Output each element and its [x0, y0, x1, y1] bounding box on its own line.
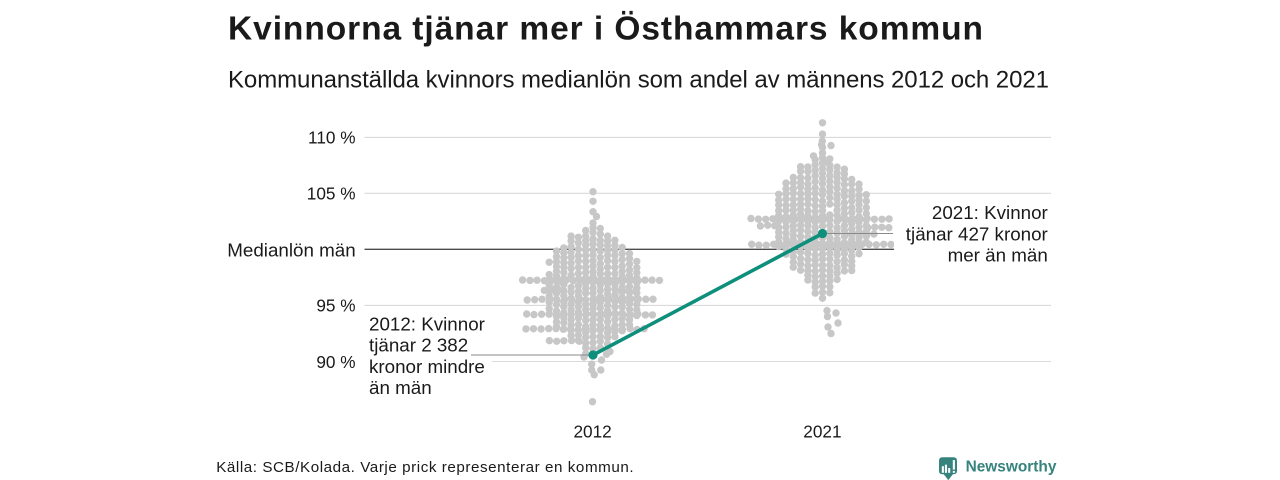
svg-text:95 %: 95 %	[316, 296, 355, 316]
svg-text:Kvinnorna tjänar mer i Östhamm: Kvinnorna tjänar mer i Östhammars kommun	[228, 10, 983, 47]
svg-text:2012: 2012	[573, 421, 611, 441]
svg-text:110 %: 110 %	[308, 128, 355, 148]
svg-text:Newsworthy: Newsworthy	[966, 458, 1057, 475]
svg-text:Källa: SCB/Kolada. Varje prick: Källa: SCB/Kolada. Varje prick represent…	[216, 459, 633, 476]
svg-text:tjänar 427 kronor: tjänar 427 kronor	[906, 223, 1048, 244]
svg-text:kronor mindre: kronor mindre	[369, 356, 485, 377]
svg-text:än män: än män	[369, 377, 432, 398]
svg-text:105 %: 105 %	[307, 184, 356, 204]
svg-text:90 %: 90 %	[316, 352, 355, 372]
svg-text:2012: Kvinnor: 2012: Kvinnor	[369, 314, 485, 335]
svg-text:2021: 2021	[803, 421, 841, 441]
svg-text:tjänar 2 382: tjänar 2 382	[369, 335, 468, 356]
svg-text:2021: Kvinnor: 2021: Kvinnor	[932, 202, 1048, 223]
svg-text:Kommunanställda kvinnors media: Kommunanställda kvinnors medianlön som a…	[228, 67, 1049, 94]
svg-text:mer än män: mer än män	[948, 244, 1048, 265]
svg-text:Medianlön män: Medianlön män	[227, 239, 355, 260]
